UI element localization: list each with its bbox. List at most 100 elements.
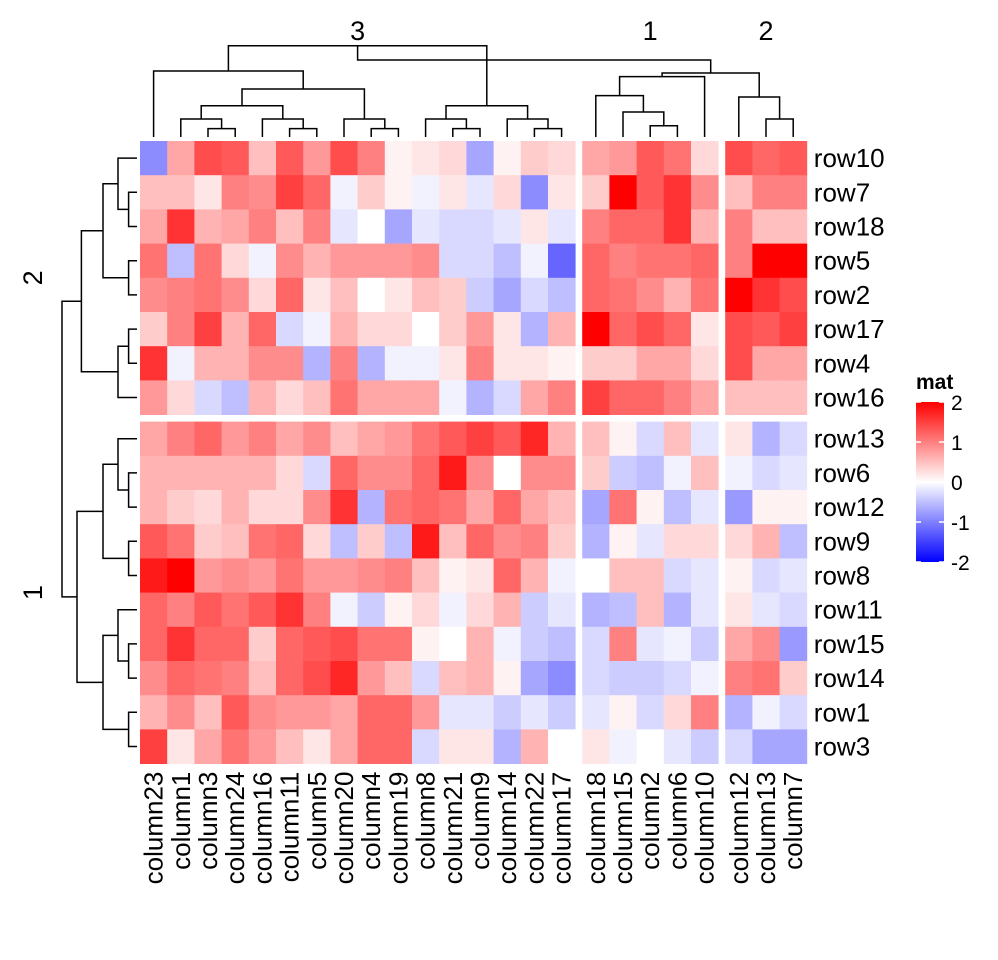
- heatmap-cell: [140, 558, 168, 593]
- heatmap-cell: [636, 626, 665, 662]
- heatmap-cell: [752, 380, 780, 415]
- heatmap-cell: [384, 380, 413, 415]
- heatmap-cell: [609, 209, 637, 244]
- heatmap-cell: [520, 524, 549, 559]
- heatmap-cell: [140, 524, 168, 559]
- heatmap-cell: [691, 661, 719, 696]
- heatmap-cell: [194, 524, 222, 559]
- heatmap-cell: [493, 524, 522, 559]
- heatmap-cell: [140, 312, 168, 347]
- heatmap-cell: [221, 141, 250, 176]
- heatmap-cell: [691, 175, 719, 210]
- heatmap-cell: [357, 695, 386, 730]
- heatmap-cell: [439, 558, 467, 593]
- heatmap-cell: [303, 729, 331, 764]
- heatmap-cell: [167, 421, 195, 457]
- heatmap-cell: [520, 277, 549, 313]
- heatmap-cell: [221, 209, 250, 244]
- heatmap-cell: [439, 380, 467, 415]
- heatmap-cell: [752, 524, 780, 559]
- heatmap-cell: [752, 695, 780, 730]
- heatmap-cell: [439, 626, 467, 662]
- heatmap-cell: [725, 421, 753, 457]
- column-label: column13: [751, 772, 781, 885]
- heatmap-cell: [493, 141, 522, 176]
- heatmap-cell: [412, 277, 440, 313]
- row-group-label: 1: [18, 585, 48, 600]
- heatmap-cell: [412, 626, 440, 662]
- heatmap-cell: [663, 490, 692, 525]
- heatmap-cell: [609, 312, 637, 347]
- heatmap-cell: [248, 558, 277, 593]
- heatmap-cell: [194, 141, 222, 176]
- heatmap-cell: [303, 380, 331, 415]
- heatmap-cell: [548, 312, 576, 347]
- heatmap-cell: [609, 729, 637, 764]
- heatmap-cell: [303, 558, 331, 593]
- column-group-label: 1: [643, 16, 658, 46]
- row-label: row6: [814, 458, 870, 488]
- heatmap-cell: [384, 175, 413, 210]
- heatmap-cell: [439, 695, 467, 730]
- heatmap-cell: [779, 175, 808, 210]
- heatmap-cell: [636, 277, 665, 313]
- heatmap-cell: [779, 729, 808, 764]
- heatmap-cell: [303, 695, 331, 730]
- column-label: column5: [302, 772, 332, 870]
- heatmap-cell: [725, 524, 753, 559]
- heatmap-cell: [636, 141, 665, 176]
- heatmap-cell: [140, 175, 168, 210]
- heatmap-cell: [520, 490, 549, 525]
- heatmap-cell: [636, 455, 665, 491]
- heatmap-cell: [466, 455, 494, 491]
- heatmap-cell: [303, 661, 331, 696]
- heatmap-cell: [221, 421, 250, 457]
- heatmap-cell: [582, 209, 610, 244]
- heatmap-cell: [520, 626, 549, 662]
- heatmap-cell: [167, 455, 195, 491]
- heatmap-cell: [520, 455, 549, 491]
- heatmap-cell: [439, 209, 467, 244]
- heatmap-cell: [663, 524, 692, 559]
- heatmap-cell: [248, 141, 277, 176]
- heatmap-cell: [330, 695, 358, 730]
- heatmap-cell: [466, 380, 494, 415]
- heatmap-cell: [384, 626, 413, 662]
- heatmap-cell: [582, 661, 610, 696]
- heatmap-cell: [330, 209, 358, 244]
- heatmap-cell: [221, 661, 250, 696]
- heatmap-cell: [384, 312, 413, 347]
- heatmap-cell: [330, 243, 358, 279]
- heatmap-cell: [493, 312, 522, 347]
- heatmap-cell: [140, 626, 168, 662]
- heatmap-cell: [221, 243, 250, 279]
- column-label: column20: [329, 772, 359, 885]
- column-dendrogram-link: [649, 125, 679, 137]
- heatmap-cell: [779, 626, 808, 662]
- column-label: column4: [356, 772, 386, 870]
- heatmap-cell: [221, 592, 250, 628]
- heatmap-cell: [636, 729, 665, 764]
- heatmap-cell: [663, 277, 692, 313]
- heatmap-cell: [779, 524, 808, 559]
- heatmap-cell: [466, 661, 494, 696]
- heatmap-cell: [663, 312, 692, 347]
- heatmap-cell: [663, 695, 692, 730]
- heatmap-cell: [548, 695, 576, 730]
- row-dendrogram-link: [61, 300, 82, 598]
- heatmap-cell: [493, 626, 522, 662]
- heatmap-cell: [725, 209, 753, 244]
- column-dendrogram-link: [452, 127, 481, 137]
- heatmap-cell: [548, 175, 576, 210]
- heatmap-cell: [466, 524, 494, 559]
- heatmap-cell: [194, 277, 222, 313]
- heatmap-cell: [691, 312, 719, 347]
- heatmap-cell: [412, 312, 440, 347]
- heatmap-cell: [357, 141, 386, 176]
- heatmap-cell: [303, 490, 331, 525]
- heatmap-cell: [691, 455, 719, 491]
- heatmap-cell: [466, 558, 494, 593]
- heatmap-cell: [276, 592, 304, 628]
- column-label: column22: [519, 772, 549, 885]
- heatmap-cell: [663, 209, 692, 244]
